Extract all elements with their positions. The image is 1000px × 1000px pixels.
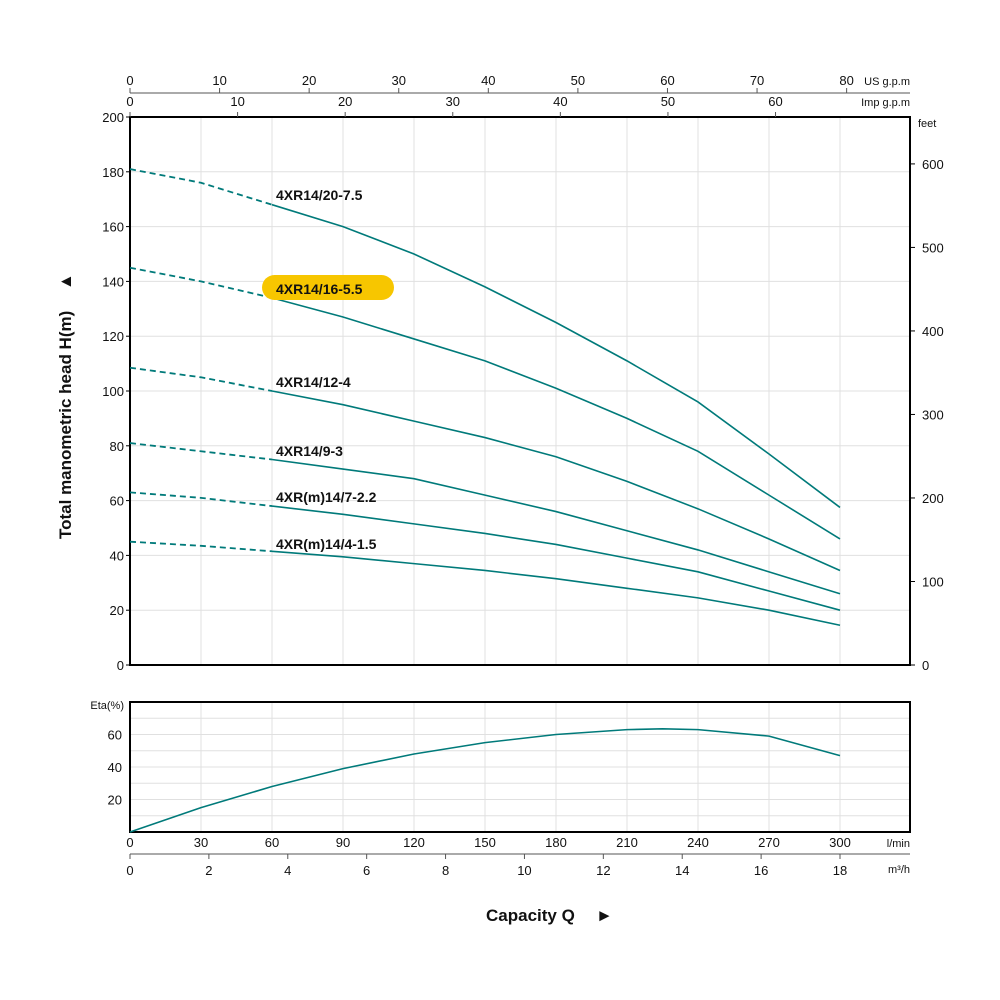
lmin-tick-label: 60 — [265, 835, 279, 850]
us-gpm-unit-label: US g.p.m — [864, 76, 910, 88]
y-tick-label: 120 — [102, 329, 124, 344]
imp-gpm-tick-label: 0 — [126, 94, 133, 109]
curve-label: 4XR(m)14/4-1.5 — [276, 536, 377, 552]
curve-label: 4XR(m)14/7-2.2 — [276, 489, 377, 505]
lmin-tick-label: 300 — [829, 835, 851, 850]
feet-tick-label: 100 — [922, 574, 944, 589]
x-axis-title: Capacity Q — [486, 906, 575, 925]
m3h-tick-label: 14 — [675, 863, 689, 878]
head-curve-dashed-segment — [129, 266, 273, 299]
lmin-tick-label: 270 — [758, 835, 780, 850]
m3h-unit-label: m³/h — [888, 864, 910, 876]
lmin-unit-label: l/min — [887, 838, 910, 850]
feet-tick-label: 300 — [922, 407, 944, 422]
us-gpm-tick-label: 10 — [212, 73, 226, 88]
y-tick-label: 80 — [110, 439, 124, 454]
feet-tick-label: 600 — [922, 157, 944, 172]
m3h-tick-label: 16 — [754, 863, 768, 878]
lmin-tick-label: 90 — [336, 835, 350, 850]
y-tick-label: 200 — [102, 110, 124, 125]
m3h-tick-label: 6 — [363, 863, 370, 878]
us-gpm-tick-label: 80 — [839, 73, 853, 88]
us-gpm-tick-label: 60 — [660, 73, 674, 88]
head-curve-4 — [271, 505, 841, 611]
us-gpm-tick-label: 70 — [750, 73, 764, 88]
m3h-tick-label: 8 — [442, 863, 449, 878]
curve-label: 4XR14/16-5.5 — [276, 281, 363, 297]
m3h-tick-label: 0 — [126, 863, 133, 878]
eta-axis-label: Eta(%) — [90, 700, 124, 712]
head-curve-dashed-segment — [129, 540, 273, 553]
head-curve-5 — [271, 550, 841, 627]
m3h-tick-label: 10 — [517, 863, 531, 878]
us-gpm-tick-label: 40 — [481, 73, 495, 88]
imp-gpm-tick-label: 60 — [768, 94, 782, 109]
feet-tick-label: 0 — [922, 658, 929, 673]
head-curve-dashed-segment — [129, 491, 273, 507]
y-tick-label: 20 — [110, 603, 124, 618]
lmin-tick-label: 30 — [194, 835, 208, 850]
head-curve-dashed-segment — [129, 442, 273, 461]
feet-tick-label: 500 — [922, 240, 944, 255]
m3h-tick-label: 12 — [596, 863, 610, 878]
imp-gpm-tick-label: 40 — [553, 94, 567, 109]
feet-tick-label: 400 — [922, 324, 944, 339]
eta-plot-frame — [129, 701, 911, 833]
y-tick-label: 180 — [102, 165, 124, 180]
head-curve-1 — [271, 297, 841, 540]
y-axis-title: Total manometric head H(m) — [56, 311, 75, 539]
eta-y-tick-label: 60 — [108, 728, 122, 743]
lmin-tick-label: 180 — [545, 835, 567, 850]
lmin-tick-label: 0 — [126, 835, 133, 850]
lmin-tick-label: 240 — [687, 835, 709, 850]
us-gpm-tick-label: 0 — [126, 73, 133, 88]
y-tick-label: 140 — [102, 274, 124, 289]
curve-label: 4XR14/9-3 — [276, 443, 343, 459]
highlight-pill — [262, 275, 394, 300]
curve-label: 4XR14/12-4 — [276, 374, 351, 390]
head-curve-2 — [271, 390, 841, 572]
y-axis-arrow-icon: ▲ — [56, 273, 75, 290]
us-gpm-tick-label: 50 — [571, 73, 585, 88]
head-curve-0 — [271, 203, 841, 509]
imp-gpm-unit-label: Imp g.p.m — [861, 97, 910, 109]
y-tick-label: 0 — [117, 658, 124, 673]
imp-gpm-tick-label: 50 — [661, 94, 675, 109]
eta-y-tick-label: 20 — [108, 793, 122, 808]
m3h-tick-label: 18 — [833, 863, 847, 878]
y-tick-label: 60 — [110, 494, 124, 509]
head-curve-3 — [271, 458, 841, 595]
us-gpm-tick-label: 30 — [392, 73, 406, 88]
imp-gpm-tick-label: 20 — [338, 94, 352, 109]
curve-label: 4XR14/20-7.5 — [276, 187, 363, 203]
eta-y-tick-label: 40 — [108, 760, 122, 775]
y-tick-label: 40 — [110, 548, 124, 563]
eta-curve — [129, 728, 841, 833]
feet-tick-label: 200 — [922, 491, 944, 506]
imp-gpm-tick-label: 10 — [230, 94, 244, 109]
m3h-tick-label: 2 — [205, 863, 212, 878]
lmin-tick-label: 210 — [616, 835, 638, 850]
feet-axis-label: feet — [918, 118, 936, 130]
y-tick-label: 100 — [102, 384, 124, 399]
lmin-tick-label: 150 — [474, 835, 496, 850]
us-gpm-tick-label: 20 — [302, 73, 316, 88]
m3h-tick-label: 4 — [284, 863, 291, 878]
head-curve-dashed-segment — [129, 168, 273, 206]
head-curve-dashed-segment — [129, 366, 273, 392]
imp-gpm-tick-label: 30 — [446, 94, 460, 109]
lmin-tick-label: 120 — [403, 835, 425, 850]
x-axis-arrow-icon: ► — [596, 906, 613, 925]
y-tick-label: 160 — [102, 220, 124, 235]
